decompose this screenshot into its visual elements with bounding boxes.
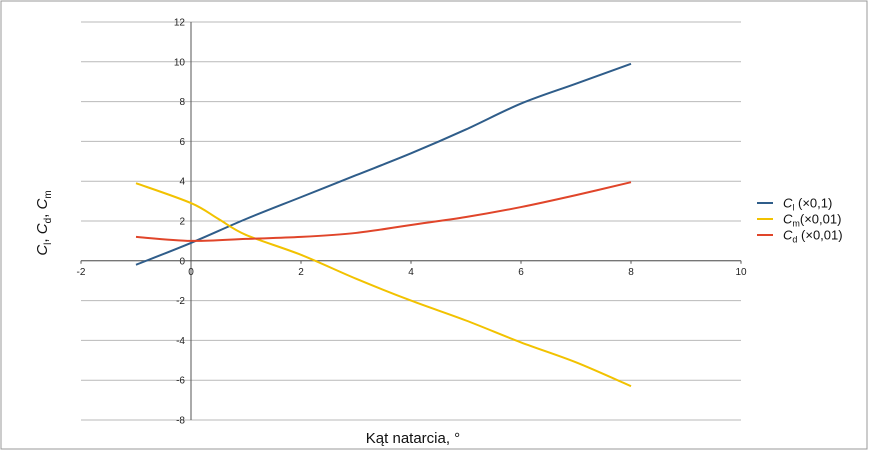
y-tick-label: 4 xyxy=(179,177,185,188)
x-tick-label: 10 xyxy=(735,267,747,278)
y-tick-label: 8 xyxy=(179,97,185,108)
legend-label-m: Cm(×0,01) xyxy=(783,212,841,229)
x-tick-label: 8 xyxy=(628,267,634,278)
legend-label-d: Cd (×0,01) xyxy=(783,228,843,245)
x-tick-label: -2 xyxy=(77,267,86,278)
x-tick-label: 2 xyxy=(298,267,304,278)
y-tick-label: 10 xyxy=(174,57,186,68)
y-tick-label: -2 xyxy=(176,296,185,307)
y-tick-label: -6 xyxy=(176,376,185,387)
y-tick-label: 0 xyxy=(179,256,185,267)
y-tick-label: -4 xyxy=(176,336,185,347)
legend: Cl (×0,1)Cm(×0,01)Cd (×0,01) xyxy=(757,196,843,245)
series-line-d xyxy=(135,181,632,242)
x-tick-label: 6 xyxy=(518,267,524,278)
legend-label-l: Cl (×0,1) xyxy=(783,196,832,213)
y-tick-label: 2 xyxy=(179,217,185,228)
series-line-l xyxy=(135,62,632,266)
y-axis-title: Cl, Cd, Cm xyxy=(34,190,54,255)
series-lines xyxy=(135,62,632,388)
axes: -8 -6 -4 -2 0 2 4 6 8 10 12 -2 0 2 4 6 8 10 xyxy=(77,18,747,427)
y-tick-label: 6 xyxy=(179,137,185,148)
x-axis-title: Kąt natarcia, ° xyxy=(366,430,460,447)
x-tick-label: 4 xyxy=(408,267,414,278)
y-tick-label: 12 xyxy=(174,18,186,29)
x-tick-label: 0 xyxy=(188,267,194,278)
y-tick-label: -8 xyxy=(176,416,185,427)
